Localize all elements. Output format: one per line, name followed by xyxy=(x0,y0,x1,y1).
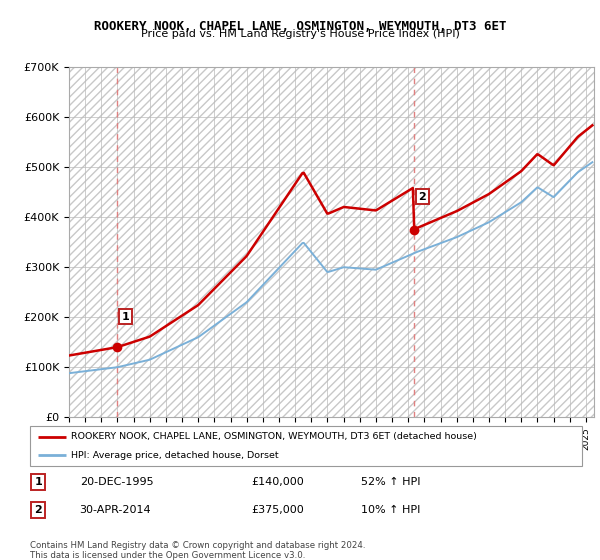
Text: 10% ↑ HPI: 10% ↑ HPI xyxy=(361,505,421,515)
Text: Price paid vs. HM Land Registry's House Price Index (HPI): Price paid vs. HM Land Registry's House … xyxy=(140,29,460,39)
Text: 2: 2 xyxy=(34,505,42,515)
Text: 20-DEC-1995: 20-DEC-1995 xyxy=(80,477,154,487)
Text: 2: 2 xyxy=(418,192,426,202)
Text: ROOKERY NOOK, CHAPEL LANE, OSMINGTON, WEYMOUTH, DT3 6ET (detached house): ROOKERY NOOK, CHAPEL LANE, OSMINGTON, WE… xyxy=(71,432,477,441)
Text: 1: 1 xyxy=(34,477,42,487)
Text: £375,000: £375,000 xyxy=(251,505,304,515)
Text: ROOKERY NOOK, CHAPEL LANE, OSMINGTON, WEYMOUTH, DT3 6ET: ROOKERY NOOK, CHAPEL LANE, OSMINGTON, WE… xyxy=(94,20,506,32)
Text: HPI: Average price, detached house, Dorset: HPI: Average price, detached house, Dors… xyxy=(71,451,279,460)
Text: 52% ↑ HPI: 52% ↑ HPI xyxy=(361,477,421,487)
Text: 1: 1 xyxy=(122,312,130,321)
Text: £140,000: £140,000 xyxy=(251,477,304,487)
Text: 30-APR-2014: 30-APR-2014 xyxy=(80,505,151,515)
Text: Contains HM Land Registry data © Crown copyright and database right 2024.
This d: Contains HM Land Registry data © Crown c… xyxy=(30,541,365,560)
